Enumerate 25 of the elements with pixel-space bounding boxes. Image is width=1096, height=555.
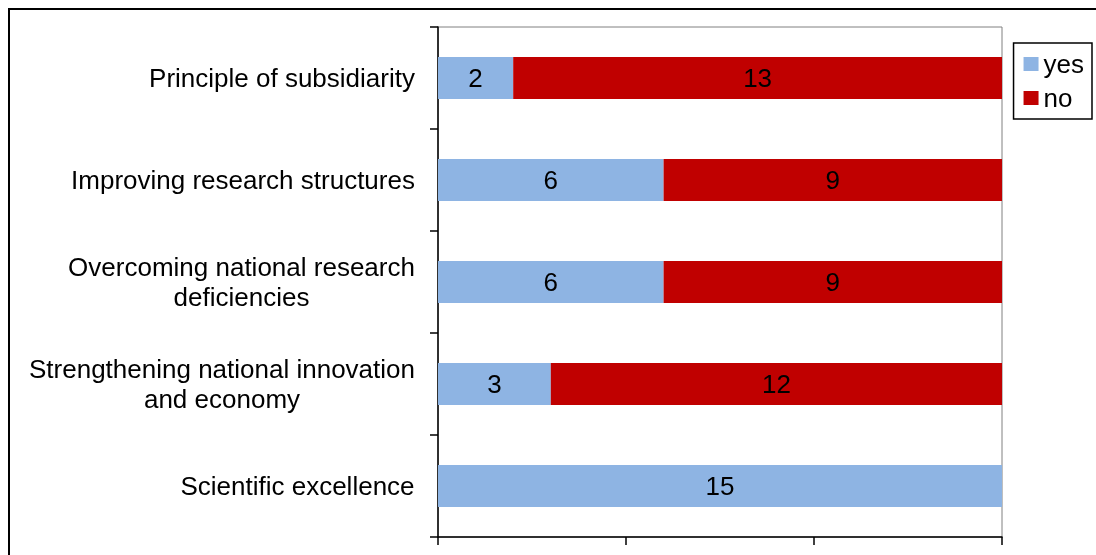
bar	[438, 261, 664, 303]
bar	[663, 261, 1002, 303]
bar	[550, 363, 1002, 405]
bar	[663, 159, 1002, 201]
data-label: 12	[761, 369, 791, 399]
bar	[438, 363, 551, 405]
data-label: 15	[705, 471, 735, 501]
legend-label: no	[1043, 83, 1073, 113]
bar	[438, 465, 1002, 507]
data-label: 2	[468, 63, 483, 93]
bar	[513, 57, 1002, 99]
y-tick-label: Principle of subsidiarity	[149, 63, 415, 93]
y-tick-label: Overcoming national research deficiencies	[68, 252, 415, 312]
y-tick-label: Strengthening national innovation and economy	[29, 354, 415, 414]
y-tick-label: Scientific excellence	[180, 471, 415, 501]
data-label: 6	[543, 267, 559, 297]
data-label: 13	[743, 63, 773, 93]
bar	[438, 57, 514, 99]
data-label: 3	[487, 369, 502, 399]
data-label: 6	[543, 165, 559, 195]
bar	[438, 159, 664, 201]
legend-label: yes	[1043, 49, 1085, 79]
y-tick-label: Improving research structures	[71, 165, 415, 195]
data-label: 9	[825, 165, 841, 195]
data-label: 9	[825, 267, 841, 297]
